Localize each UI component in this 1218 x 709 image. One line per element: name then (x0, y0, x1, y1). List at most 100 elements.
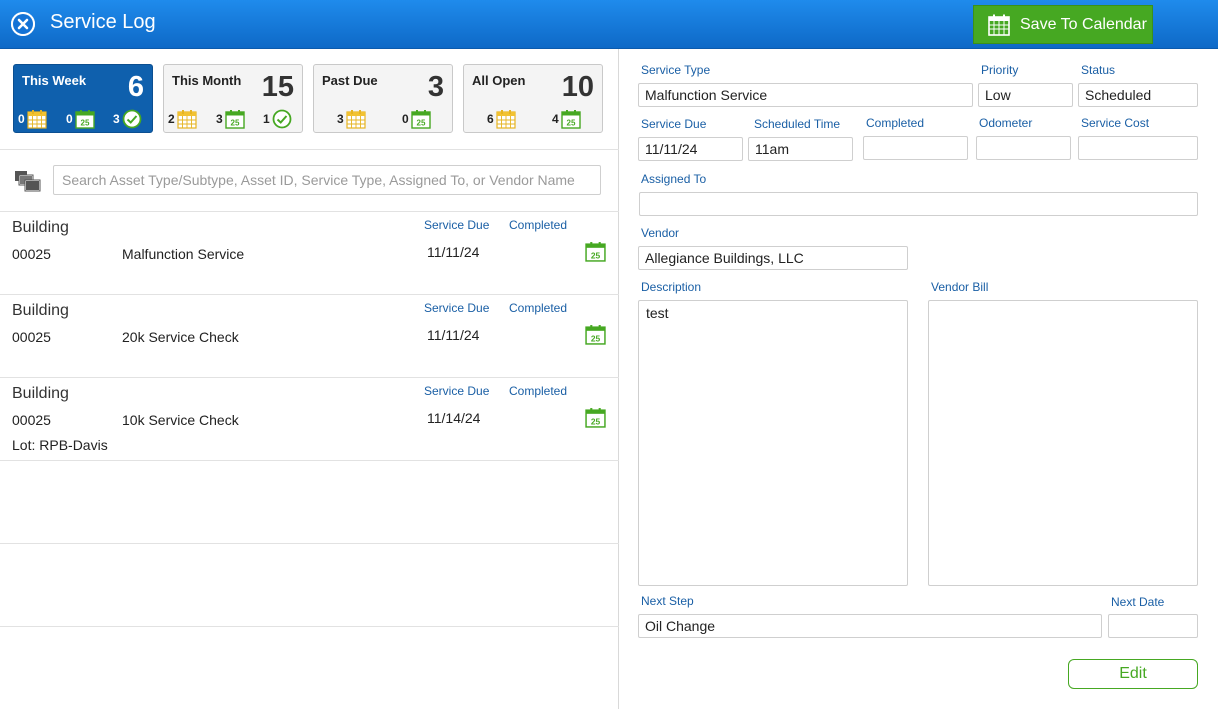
calendar-icon (988, 14, 1010, 36)
calendar-day-icon: 25 (410, 110, 431, 129)
vendor-bill-area[interactable] (928, 300, 1198, 586)
service-type: 10k Service Check (122, 412, 239, 428)
status-field[interactable]: Scheduled (1078, 83, 1198, 107)
card-all-open[interactable]: All Open 10 6 4 (463, 64, 603, 133)
next-step-field[interactable]: Oil Change (638, 614, 1102, 638)
app-header: Service Log Save To Calendar (0, 0, 1218, 49)
scheduled-calendar-icon (27, 110, 47, 129)
svg-text:25: 25 (230, 119, 239, 128)
svg-text:25: 25 (591, 416, 601, 426)
stat-calendar-day: 3 25 (216, 109, 245, 129)
calendar-day-icon[interactable]: 25 (585, 407, 606, 433)
service-due-field[interactable]: 11/11/24 (638, 137, 743, 161)
asset-type: Building (12, 385, 69, 402)
list-item[interactable]: Building 00025 20k Service Check Service… (0, 295, 619, 378)
scheduled-time-field[interactable]: 11am (748, 137, 853, 161)
calendar-day-icon[interactable]: 25 (585, 324, 606, 350)
service-list-panel: This Week 6 0 0 (0, 49, 619, 709)
stat-scheduled: 3 (337, 109, 366, 129)
card-label: All Open (472, 73, 526, 88)
save-to-calendar-label: Save To Calendar (1020, 15, 1147, 33)
edit-button[interactable]: Edit (1068, 659, 1198, 689)
stat-calendar-day: 0 25 (402, 109, 431, 129)
asset-id: 00025 (12, 246, 51, 262)
save-to-calendar-button[interactable]: Save To Calendar (973, 5, 1153, 44)
stat-completed: 3 (113, 109, 142, 129)
search-bar (0, 150, 619, 212)
vendor-label: Vendor (641, 226, 680, 240)
odometer-label: Odometer (979, 116, 1033, 130)
service-type: 20k Service Check (122, 329, 239, 345)
service-due-header: Service Due (424, 218, 490, 232)
list-item[interactable]: Building 00025 Malfunction Service Servi… (0, 212, 619, 295)
card-this-week[interactable]: This Week 6 0 0 (13, 64, 153, 133)
card-label: Past Due (322, 73, 378, 88)
odometer-field[interactable] (976, 136, 1071, 160)
card-count: 10 (561, 71, 594, 103)
assigned-to-field[interactable] (639, 192, 1198, 216)
completed-label: Completed (866, 116, 925, 130)
asset-id: 00025 (12, 412, 51, 428)
next-step-label: Next Step (641, 594, 694, 608)
search-input[interactable] (53, 165, 601, 195)
stat-scheduled: 0 (18, 109, 47, 129)
summary-cards: This Week 6 0 0 (0, 49, 619, 150)
layers-filter-icon[interactable] (14, 170, 42, 197)
page-title: Service Log (50, 11, 156, 33)
close-icon (11, 12, 35, 36)
priority-label: Priority (981, 63, 1019, 77)
list-item[interactable]: Building 00025 10k Service Check Lot: RP… (0, 378, 619, 461)
stat-completed: 1 (263, 109, 292, 129)
service-cost-field[interactable] (1078, 136, 1198, 160)
service-due-header: Service Due (424, 301, 490, 315)
status-label: Status (1081, 63, 1116, 77)
card-count: 3 (427, 71, 444, 103)
lot-label: Lot: RPB-Davis (12, 437, 108, 453)
scheduled-time-label: Scheduled Time (754, 117, 841, 131)
check-circle-icon (122, 109, 142, 129)
check-circle-icon (272, 109, 292, 129)
service-due-value: 11/11/24 (427, 327, 480, 343)
scheduled-calendar-icon (346, 110, 366, 129)
empty-row (0, 544, 619, 627)
vendor-field[interactable]: Allegiance Buildings, LLC (638, 246, 908, 270)
service-type-label: Service Type (641, 63, 711, 77)
calendar-day-icon: 25 (74, 110, 95, 129)
card-this-month[interactable]: This Month 15 2 3 (163, 64, 303, 133)
card-label: This Month (172, 73, 242, 88)
card-count: 15 (261, 71, 294, 103)
completed-header: Completed (509, 301, 568, 315)
svg-text:25: 25 (591, 250, 601, 260)
priority-field[interactable]: Low (978, 83, 1073, 107)
service-due-value: 11/11/24 (427, 244, 480, 260)
card-label: This Week (22, 73, 87, 88)
completed-field[interactable] (863, 136, 968, 160)
asset-type: Building (12, 302, 69, 319)
calendar-day-icon: 25 (224, 110, 245, 129)
completed-header: Completed (509, 218, 568, 232)
calendar-day-icon: 25 (560, 110, 581, 129)
scheduled-calendar-icon (496, 110, 516, 129)
service-due-header: Service Due (424, 384, 490, 398)
stat-scheduled: 2 (168, 109, 197, 129)
card-past-due[interactable]: Past Due 3 3 0 (313, 64, 453, 133)
calendar-day-icon[interactable]: 25 (585, 241, 606, 267)
asset-type: Building (12, 219, 69, 236)
close-button[interactable] (11, 12, 35, 36)
service-cost-label: Service Cost (1081, 116, 1150, 130)
next-date-field[interactable] (1108, 614, 1198, 638)
service-due-value: 11/14/24 (427, 410, 481, 426)
stat-calendar-day: 4 25 (552, 109, 581, 129)
svg-text:25: 25 (591, 333, 601, 343)
service-type-field[interactable]: Malfunction Service (638, 83, 973, 107)
description-textarea[interactable]: test (638, 300, 908, 586)
svg-text:25: 25 (80, 119, 89, 128)
empty-row (0, 461, 619, 544)
svg-text:25: 25 (566, 119, 575, 128)
service-list: Building 00025 Malfunction Service Servi… (0, 212, 619, 627)
stat-calendar-day: 0 25 (66, 109, 95, 129)
assigned-to-label: Assigned To (641, 172, 707, 186)
stat-scheduled: 6 (487, 109, 516, 129)
card-count: 6 (127, 71, 144, 103)
service-due-label: Service Due (641, 117, 707, 131)
